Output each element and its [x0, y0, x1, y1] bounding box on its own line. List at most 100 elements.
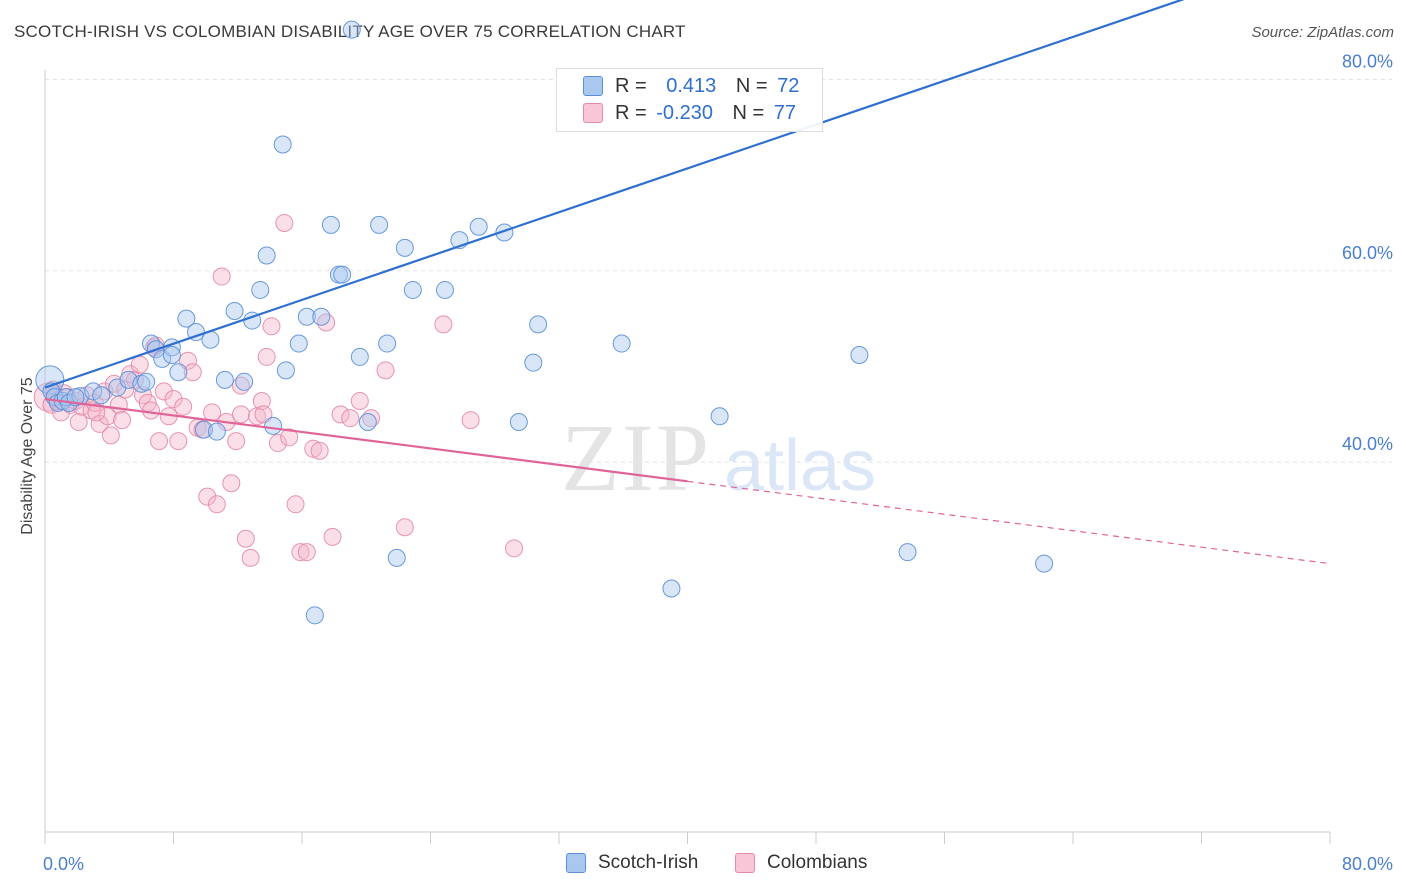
scotch-irish-point	[137, 372, 156, 391]
colombians-point	[350, 391, 369, 410]
legend-n-label: N =	[732, 102, 765, 124]
colombians-point	[254, 405, 273, 424]
scotch-irish-point	[273, 135, 292, 154]
scotch-irish-point	[305, 606, 324, 625]
colombians-point	[280, 428, 299, 447]
colombians-point	[395, 518, 414, 537]
chart-source: Source: ZipAtlas.com	[1251, 24, 1394, 41]
colombians-point	[212, 267, 231, 286]
legend-swatch-scotch-irish	[566, 853, 586, 873]
watermark-atlas: atlas	[724, 426, 876, 506]
x-tick-label: 80.0%	[1342, 854, 1393, 874]
scotch-irish-point	[387, 548, 406, 567]
watermark-zip: ZIP	[561, 404, 711, 511]
scotch-irish-point	[435, 280, 454, 299]
colombians-point	[317, 313, 336, 332]
scotch-irish-point	[276, 361, 295, 380]
colombians-point	[505, 539, 524, 558]
y-tick-label: 60.0%	[1342, 243, 1393, 263]
colombians-point	[241, 548, 260, 567]
colombians-trend-line-extrapolated	[687, 480, 1331, 565]
tick-labels: 40.0%60.0%80.0%100.0%0.0%80.0%	[43, 51, 1393, 874]
colombians-point	[257, 347, 276, 366]
scotch-irish-point	[312, 307, 331, 326]
scotch-irish-points	[35, 20, 1054, 625]
colombians-point	[183, 363, 202, 382]
legend-label-colombians: Colombians	[767, 852, 868, 873]
scotch-irish-point	[35, 365, 65, 395]
colombians-point	[142, 401, 161, 420]
scotch-irish-point	[350, 347, 369, 366]
colombians-point	[169, 432, 188, 451]
colombians-point	[252, 391, 271, 410]
legend-n-label: N =	[735, 75, 768, 97]
colombians-point	[164, 390, 183, 409]
axes	[44, 70, 1331, 844]
scotch-irish-point	[662, 579, 681, 598]
y-tick-label: 80.0%	[1342, 51, 1393, 71]
colombians-point	[231, 405, 250, 424]
scotch-irish-point	[850, 346, 869, 365]
scotch-irish-point	[395, 238, 414, 257]
scotch-irish-point	[403, 280, 422, 299]
colombians-point	[297, 543, 316, 562]
scotch-irish-point	[235, 372, 254, 391]
colombians-point	[198, 487, 217, 506]
colombians-point	[174, 397, 193, 416]
colombians-point	[434, 315, 453, 334]
colombians-point	[207, 495, 226, 514]
scotch-irish-point	[524, 353, 543, 372]
colombians-point	[304, 439, 323, 458]
scotch-irish-point	[358, 413, 377, 432]
colombians-point	[87, 403, 106, 422]
colombians-point	[150, 432, 169, 451]
correlation-legend: R = 0.413 N = 72 R = -0.230 N = 77	[556, 68, 823, 132]
scotch-irish-point	[370, 215, 389, 234]
colombians-point	[203, 403, 222, 422]
colombians-point	[268, 434, 287, 453]
scotch-irish-point	[710, 407, 729, 426]
colombians-point	[222, 474, 241, 493]
scotch-irish-point	[264, 416, 283, 435]
scotch-irish-point	[898, 543, 917, 562]
legend-r-label: R =	[615, 75, 647, 97]
y-tick-label: 40.0%	[1342, 434, 1393, 454]
colombians-point	[109, 395, 128, 414]
colombians-point	[323, 527, 342, 546]
scotch-irish-point	[215, 370, 234, 389]
scotch-irish-point	[342, 20, 361, 39]
scotch-irish-point	[378, 334, 397, 353]
scotch-irish-point	[297, 307, 316, 326]
colombians-trend-line	[44, 397, 688, 483]
scotch-irish-point	[289, 334, 308, 353]
scotch-irish-point	[257, 246, 276, 265]
scotch-irish-point	[92, 386, 111, 405]
scotch-irish-point	[333, 265, 352, 284]
scotch-irish-point	[153, 349, 172, 368]
scotch-irish-point	[509, 413, 528, 432]
colombians-point	[69, 413, 88, 432]
legend-r-value: 0.413	[666, 75, 717, 97]
legend-swatch-colombians	[735, 853, 755, 873]
chart-title: SCOTCH-IRISH VS COLOMBIAN DISABILITY AGE…	[14, 22, 686, 41]
colombians-point	[461, 411, 480, 430]
scotch-irish-point	[529, 315, 548, 334]
scotch-irish-point	[207, 422, 226, 441]
trend-lines	[44, 0, 1331, 565]
colombians-point	[236, 529, 255, 548]
colombians-point	[154, 382, 173, 401]
colombians-point	[376, 361, 395, 380]
colombians-point	[331, 405, 350, 424]
legend-swatch-colombians	[583, 103, 603, 123]
scotch-irish-point	[162, 346, 181, 365]
legend-n-value: 77	[773, 102, 797, 124]
scotch-irish-point	[612, 334, 631, 353]
colombians-point	[291, 543, 310, 562]
scotch-irish-point	[469, 217, 488, 236]
scotch-irish-point	[1035, 554, 1054, 573]
x-tick-label: 0.0%	[43, 854, 84, 874]
series-legend: Scotch-Irish Colombians	[0, 852, 1406, 878]
legend-r-value: -0.230	[656, 102, 713, 124]
watermark: ZIP atlas	[561, 404, 876, 511]
colombians-point	[130, 355, 149, 374]
